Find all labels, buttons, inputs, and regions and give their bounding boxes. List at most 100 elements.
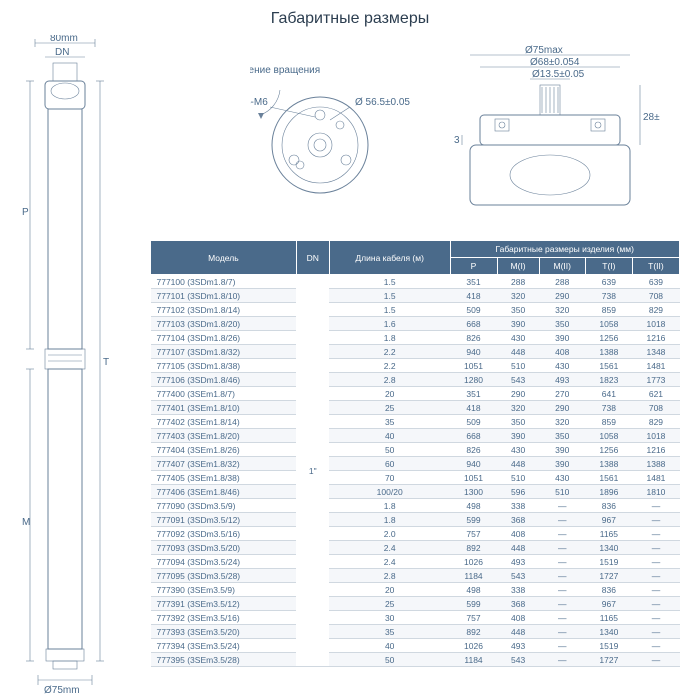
cell-model: 777407 (3SEm1.8/32) bbox=[151, 457, 297, 471]
cell: 1280 bbox=[450, 373, 497, 387]
cell-model: 777392 (3SEm3.5/16) bbox=[151, 611, 297, 625]
cell: 940 bbox=[450, 457, 497, 471]
cell: 1.5 bbox=[329, 303, 450, 317]
cell: 25 bbox=[329, 401, 450, 415]
cell: 510 bbox=[497, 359, 539, 373]
cell: 1388 bbox=[585, 345, 632, 359]
cell: — bbox=[632, 625, 679, 639]
cell: 859 bbox=[585, 415, 632, 429]
cell: 1165 bbox=[585, 611, 632, 625]
cell: — bbox=[539, 625, 585, 639]
cell: 967 bbox=[585, 597, 632, 611]
table-row: 777391 (3SEm3.5/12)25599368—967— bbox=[151, 597, 680, 611]
cell-model: 777404 (3SEm1.8/26) bbox=[151, 443, 297, 457]
table-row: 777403 (3SEm1.8/20)4066839035010581018 bbox=[151, 429, 680, 443]
cell: 621 bbox=[632, 387, 679, 401]
cell: — bbox=[632, 597, 679, 611]
table-row: 777400 (3SEm1.8/7)20351290270641621 bbox=[151, 387, 680, 401]
cell: 757 bbox=[450, 611, 497, 625]
cell: 408 bbox=[497, 527, 539, 541]
cell: 418 bbox=[450, 401, 497, 415]
cell: 2.8 bbox=[329, 569, 450, 583]
table-row: 777101 (3SDm1.8/10)1.5418320290738708 bbox=[151, 289, 680, 303]
th-T1: T(I) bbox=[585, 258, 632, 275]
rotation-label: направление вращения bbox=[250, 65, 320, 76]
cell: 641 bbox=[585, 387, 632, 401]
cell-model: 777395 (3SEm3.5/28) bbox=[151, 653, 297, 667]
cell-model: 777402 (3SEm1.8/14) bbox=[151, 415, 297, 429]
cell-model: 777390 (3SEm3.5/9) bbox=[151, 583, 297, 597]
cell: 967 bbox=[585, 513, 632, 527]
cell: 1165 bbox=[585, 527, 632, 541]
diam75max-label: Ø75max bbox=[525, 45, 563, 56]
table-row: 777406 (3SEm1.8/46)100/20130059651018961… bbox=[151, 485, 680, 499]
cell: 1823 bbox=[585, 373, 632, 387]
cell: 2.4 bbox=[329, 541, 450, 555]
table-row: 777106 (3SDm1.8/46)2.8128054349318231773 bbox=[151, 373, 680, 387]
cell: — bbox=[539, 583, 585, 597]
cell: 599 bbox=[450, 513, 497, 527]
cell-dn: 1" bbox=[296, 275, 329, 667]
cell: 543 bbox=[497, 653, 539, 667]
table-row: 777103 (3SDm1.8/20)1.666839035010581018 bbox=[151, 317, 680, 331]
cell: 599 bbox=[450, 597, 497, 611]
cell: 1.8 bbox=[329, 499, 450, 513]
dim-M: M bbox=[22, 517, 30, 528]
cell: 668 bbox=[450, 317, 497, 331]
cell: 738 bbox=[585, 289, 632, 303]
dim-75mm: Ø75mm bbox=[44, 685, 80, 695]
cell: — bbox=[632, 611, 679, 625]
cell: 35 bbox=[329, 415, 450, 429]
cell: 430 bbox=[497, 443, 539, 457]
cell: 596 bbox=[497, 485, 539, 499]
circular-view: направление вращения 3-M6 Ø 56.5±0.05 bbox=[250, 65, 390, 205]
cell: 350 bbox=[497, 415, 539, 429]
cell: 1184 bbox=[450, 569, 497, 583]
cell: 320 bbox=[497, 401, 539, 415]
cell: 40 bbox=[329, 639, 450, 653]
cell: 390 bbox=[539, 443, 585, 457]
cell-model: 777102 (3SDm1.8/14) bbox=[151, 303, 297, 317]
cell: 350 bbox=[497, 303, 539, 317]
cell: 829 bbox=[632, 415, 679, 429]
cell: 1519 bbox=[585, 555, 632, 569]
cell: 493 bbox=[497, 555, 539, 569]
m6-label: 3-M6 bbox=[250, 97, 268, 108]
cell: 368 bbox=[497, 513, 539, 527]
cell: 1256 bbox=[585, 443, 632, 457]
cell: 40 bbox=[329, 429, 450, 443]
cell: 509 bbox=[450, 415, 497, 429]
cell: 430 bbox=[539, 359, 585, 373]
top-section-view: Ø75max Ø68±0.054 Ø13.5±0.05 bbox=[440, 45, 660, 225]
cell: 320 bbox=[539, 415, 585, 429]
cell: — bbox=[539, 597, 585, 611]
cell-model: 777394 (3SEm3.5/24) bbox=[151, 639, 297, 653]
cell-model: 777092 (3SDm3.5/16) bbox=[151, 527, 297, 541]
cell: 70 bbox=[329, 471, 450, 485]
th-dims: Габаритные размеры изделия (мм) bbox=[450, 241, 680, 258]
cell: 1051 bbox=[450, 471, 497, 485]
cell-model: 777393 (3SEm3.5/20) bbox=[151, 625, 297, 639]
cell: 1.8 bbox=[329, 331, 450, 345]
cell: 1256 bbox=[585, 331, 632, 345]
cell: 1216 bbox=[632, 443, 679, 457]
cell-model: 777091 (3SDm3.5/12) bbox=[151, 513, 297, 527]
table-row: 777394 (3SEm3.5/24)401026493—1519— bbox=[151, 639, 680, 653]
cell: 892 bbox=[450, 541, 497, 555]
cell: — bbox=[539, 653, 585, 667]
cell: 1388 bbox=[632, 457, 679, 471]
cell: 408 bbox=[497, 611, 539, 625]
dimensions-table: Модель DN Длина кабеля (м) Габаритные ра… bbox=[150, 240, 680, 667]
table-row: 777105 (3SDm1.8/38)2.2105151043015611481 bbox=[151, 359, 680, 373]
cell: 708 bbox=[632, 401, 679, 415]
cell: 448 bbox=[497, 625, 539, 639]
cell: — bbox=[632, 653, 679, 667]
cell: 270 bbox=[539, 387, 585, 401]
cell: 543 bbox=[497, 569, 539, 583]
diam135-label: Ø13.5±0.05 bbox=[532, 69, 585, 80]
cell: 708 bbox=[632, 289, 679, 303]
cell: 288 bbox=[539, 275, 585, 289]
cell: 1300 bbox=[450, 485, 497, 499]
cell: 2.2 bbox=[329, 345, 450, 359]
cell: — bbox=[632, 499, 679, 513]
